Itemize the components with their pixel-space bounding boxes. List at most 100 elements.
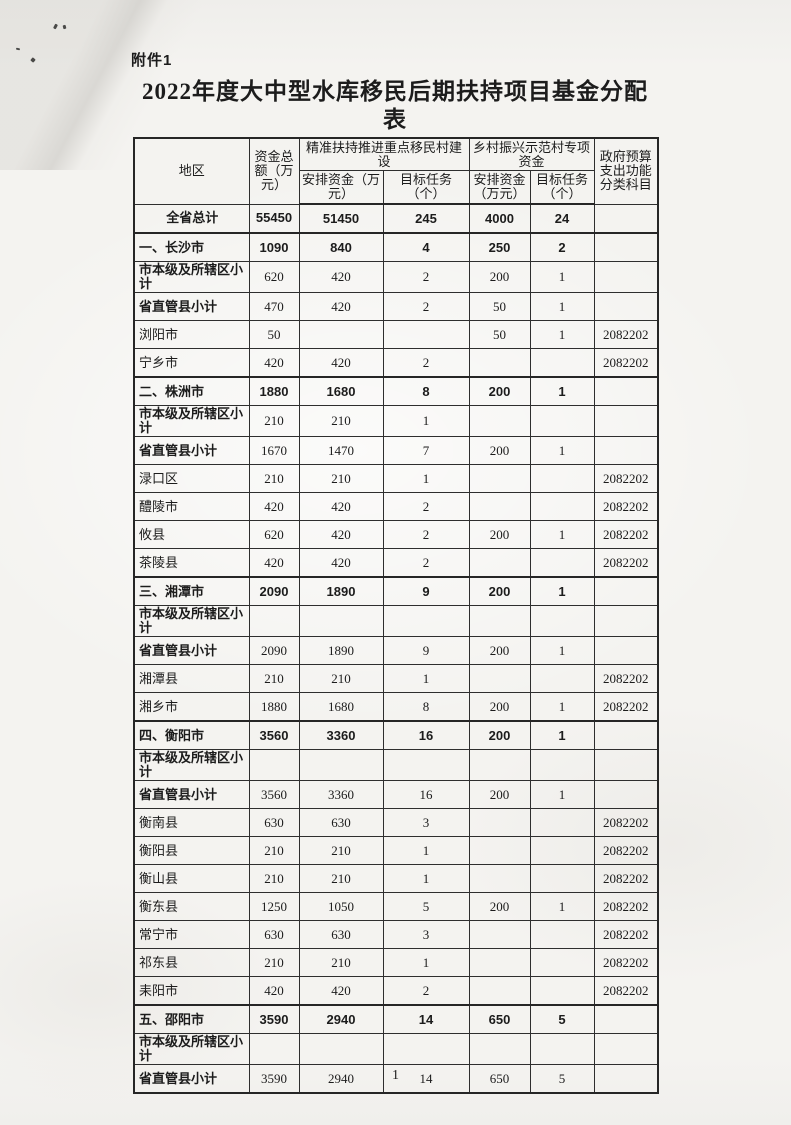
arranged-fund-2-cell: 200 (468, 892, 531, 921)
target-task-1-cell: 9 (382, 576, 470, 606)
table-row: 醴陵市 420 420 2 2082202 (133, 492, 659, 521)
arranged-fund-1-cell: 420 (298, 348, 384, 378)
table-row: 市本级及所辖区小计 (133, 749, 659, 781)
header-arranged-fund-1: 安排资金（万元） (298, 170, 384, 205)
target-task-1-cell: 8 (382, 692, 470, 722)
table-row: 浏阳市 50 50 1 2082202 (133, 320, 659, 349)
arranged-fund-2-cell (468, 836, 531, 865)
header-region: 地区 (133, 137, 250, 205)
budget-subject-cell: 2082202 (593, 920, 659, 949)
target-task-2-cell: 2 (529, 232, 595, 262)
arranged-fund-1-cell: 3360 (298, 780, 384, 809)
total-fund-cell (248, 749, 300, 781)
table-row: 茶陵县 420 420 2 2082202 (133, 548, 659, 578)
target-task-1-cell: 4 (382, 232, 470, 262)
target-task-1-cell (382, 1033, 470, 1065)
region-cell: 五、邵阳市 (133, 1004, 250, 1034)
total-fund-cell: 55450 (248, 203, 300, 234)
budget-subject-cell: 2082202 (593, 320, 659, 349)
budget-subject-cell (593, 749, 659, 781)
arranged-fund-2-cell (468, 492, 531, 521)
arranged-fund-1-cell: 1890 (298, 576, 384, 606)
budget-subject-cell: 2082202 (593, 948, 659, 977)
budget-subject-cell: 2082202 (593, 348, 659, 378)
arranged-fund-2-cell: 250 (468, 232, 531, 262)
arranged-fund-2-cell (468, 864, 531, 893)
arranged-fund-1-cell (298, 1033, 384, 1065)
budget-subject-cell (593, 605, 659, 637)
arranged-fund-1-cell: 630 (298, 920, 384, 949)
arranged-fund-2-cell (468, 920, 531, 949)
arranged-fund-2-cell: 200 (468, 636, 531, 665)
total-fund-cell: 1250 (248, 892, 300, 921)
arranged-fund-1-cell: 420 (298, 520, 384, 549)
total-fund-cell: 210 (248, 664, 300, 693)
region-cell: 省直管县小计 (133, 292, 250, 321)
table-row: 省直管县小计 3560 3360 16 200 1 (133, 780, 659, 809)
fund-allocation-table: 地区 资金总额（万元） 精准扶持推进重点移民村建设 乡村振兴示范村专项资金 政府… (133, 137, 660, 1094)
table-row: 湘乡市 1880 1680 8 200 1 2082202 (133, 692, 659, 722)
arranged-fund-2-cell: 200 (468, 780, 531, 809)
page-number: 1 (392, 1068, 399, 1083)
budget-subject-cell (593, 780, 659, 809)
arranged-fund-2-cell (468, 664, 531, 693)
region-cell: 市本级及所辖区小计 (133, 1033, 250, 1065)
target-task-2-cell (529, 836, 595, 865)
target-task-2-cell (529, 405, 595, 437)
arranged-fund-2-cell (468, 808, 531, 837)
arranged-fund-2-cell (468, 976, 531, 1006)
target-task-1-cell: 7 (382, 436, 470, 465)
region-cell: 市本级及所辖区小计 (133, 405, 250, 437)
total-fund-cell: 2090 (248, 576, 300, 606)
total-fund-cell: 1880 (248, 692, 300, 722)
header-target-task-1: 目标任务（个） (382, 170, 470, 205)
region-cell: 渌口区 (133, 464, 250, 493)
region-cell: 浏阳市 (133, 320, 250, 349)
budget-subject-cell: 2082202 (593, 492, 659, 521)
target-task-2-cell: 1 (529, 692, 595, 722)
total-fund-cell: 50 (248, 320, 300, 349)
total-fund-cell: 620 (248, 261, 300, 293)
target-task-2-cell (529, 348, 595, 378)
table-row: 攸县 620 420 2 200 1 2082202 (133, 520, 659, 549)
table-row: 宁乡市 420 420 2 2082202 (133, 348, 659, 378)
arranged-fund-2-cell: 4000 (468, 203, 531, 234)
target-task-1-cell: 1 (382, 405, 470, 437)
table-row: 全省总计 55450 51450 245 4000 24 (133, 203, 659, 234)
budget-subject-cell: 2082202 (593, 464, 659, 493)
total-fund-cell: 210 (248, 948, 300, 977)
total-fund-cell: 470 (248, 292, 300, 321)
arranged-fund-1-cell: 3360 (298, 720, 384, 750)
total-fund-cell (248, 605, 300, 637)
region-cell: 市本级及所辖区小计 (133, 261, 250, 293)
target-task-1-cell (382, 605, 470, 637)
target-task-1-cell (382, 320, 470, 349)
arranged-fund-1-cell: 2940 (298, 1004, 384, 1034)
scan-speck-artifact (53, 23, 58, 30)
region-cell: 市本级及所辖区小计 (133, 749, 250, 781)
target-task-1-cell: 9 (382, 636, 470, 665)
total-fund-cell: 630 (248, 920, 300, 949)
budget-subject-cell: 2082202 (593, 520, 659, 549)
total-fund-cell: 210 (248, 864, 300, 893)
arranged-fund-2-cell: 200 (468, 692, 531, 722)
target-task-1-cell: 1 (382, 664, 470, 693)
table-body: 全省总计 55450 51450 245 4000 24 一、长沙市 1090 840 4 250 2… (133, 203, 659, 1094)
target-task-2-cell: 1 (529, 261, 595, 293)
target-task-2-cell (529, 808, 595, 837)
arranged-fund-2-cell: 50 (468, 292, 531, 321)
target-task-1-cell: 245 (382, 203, 470, 234)
arranged-fund-2-cell (468, 1033, 531, 1065)
arranged-fund-2-cell: 200 (468, 520, 531, 549)
arranged-fund-2-cell: 200 (468, 436, 531, 465)
region-cell: 省直管县小计 (133, 436, 250, 465)
region-cell: 攸县 (133, 520, 250, 549)
target-task-2-cell (529, 548, 595, 578)
target-task-2-cell (529, 864, 595, 893)
total-fund-cell: 210 (248, 836, 300, 865)
table-row: 省直管县小计 2090 1890 9 200 1 (133, 636, 659, 665)
header-group-precise-support: 精准扶持推进重点移民村建设 (298, 137, 470, 171)
target-task-2-cell: 1 (529, 636, 595, 665)
target-task-2-cell (529, 976, 595, 1006)
